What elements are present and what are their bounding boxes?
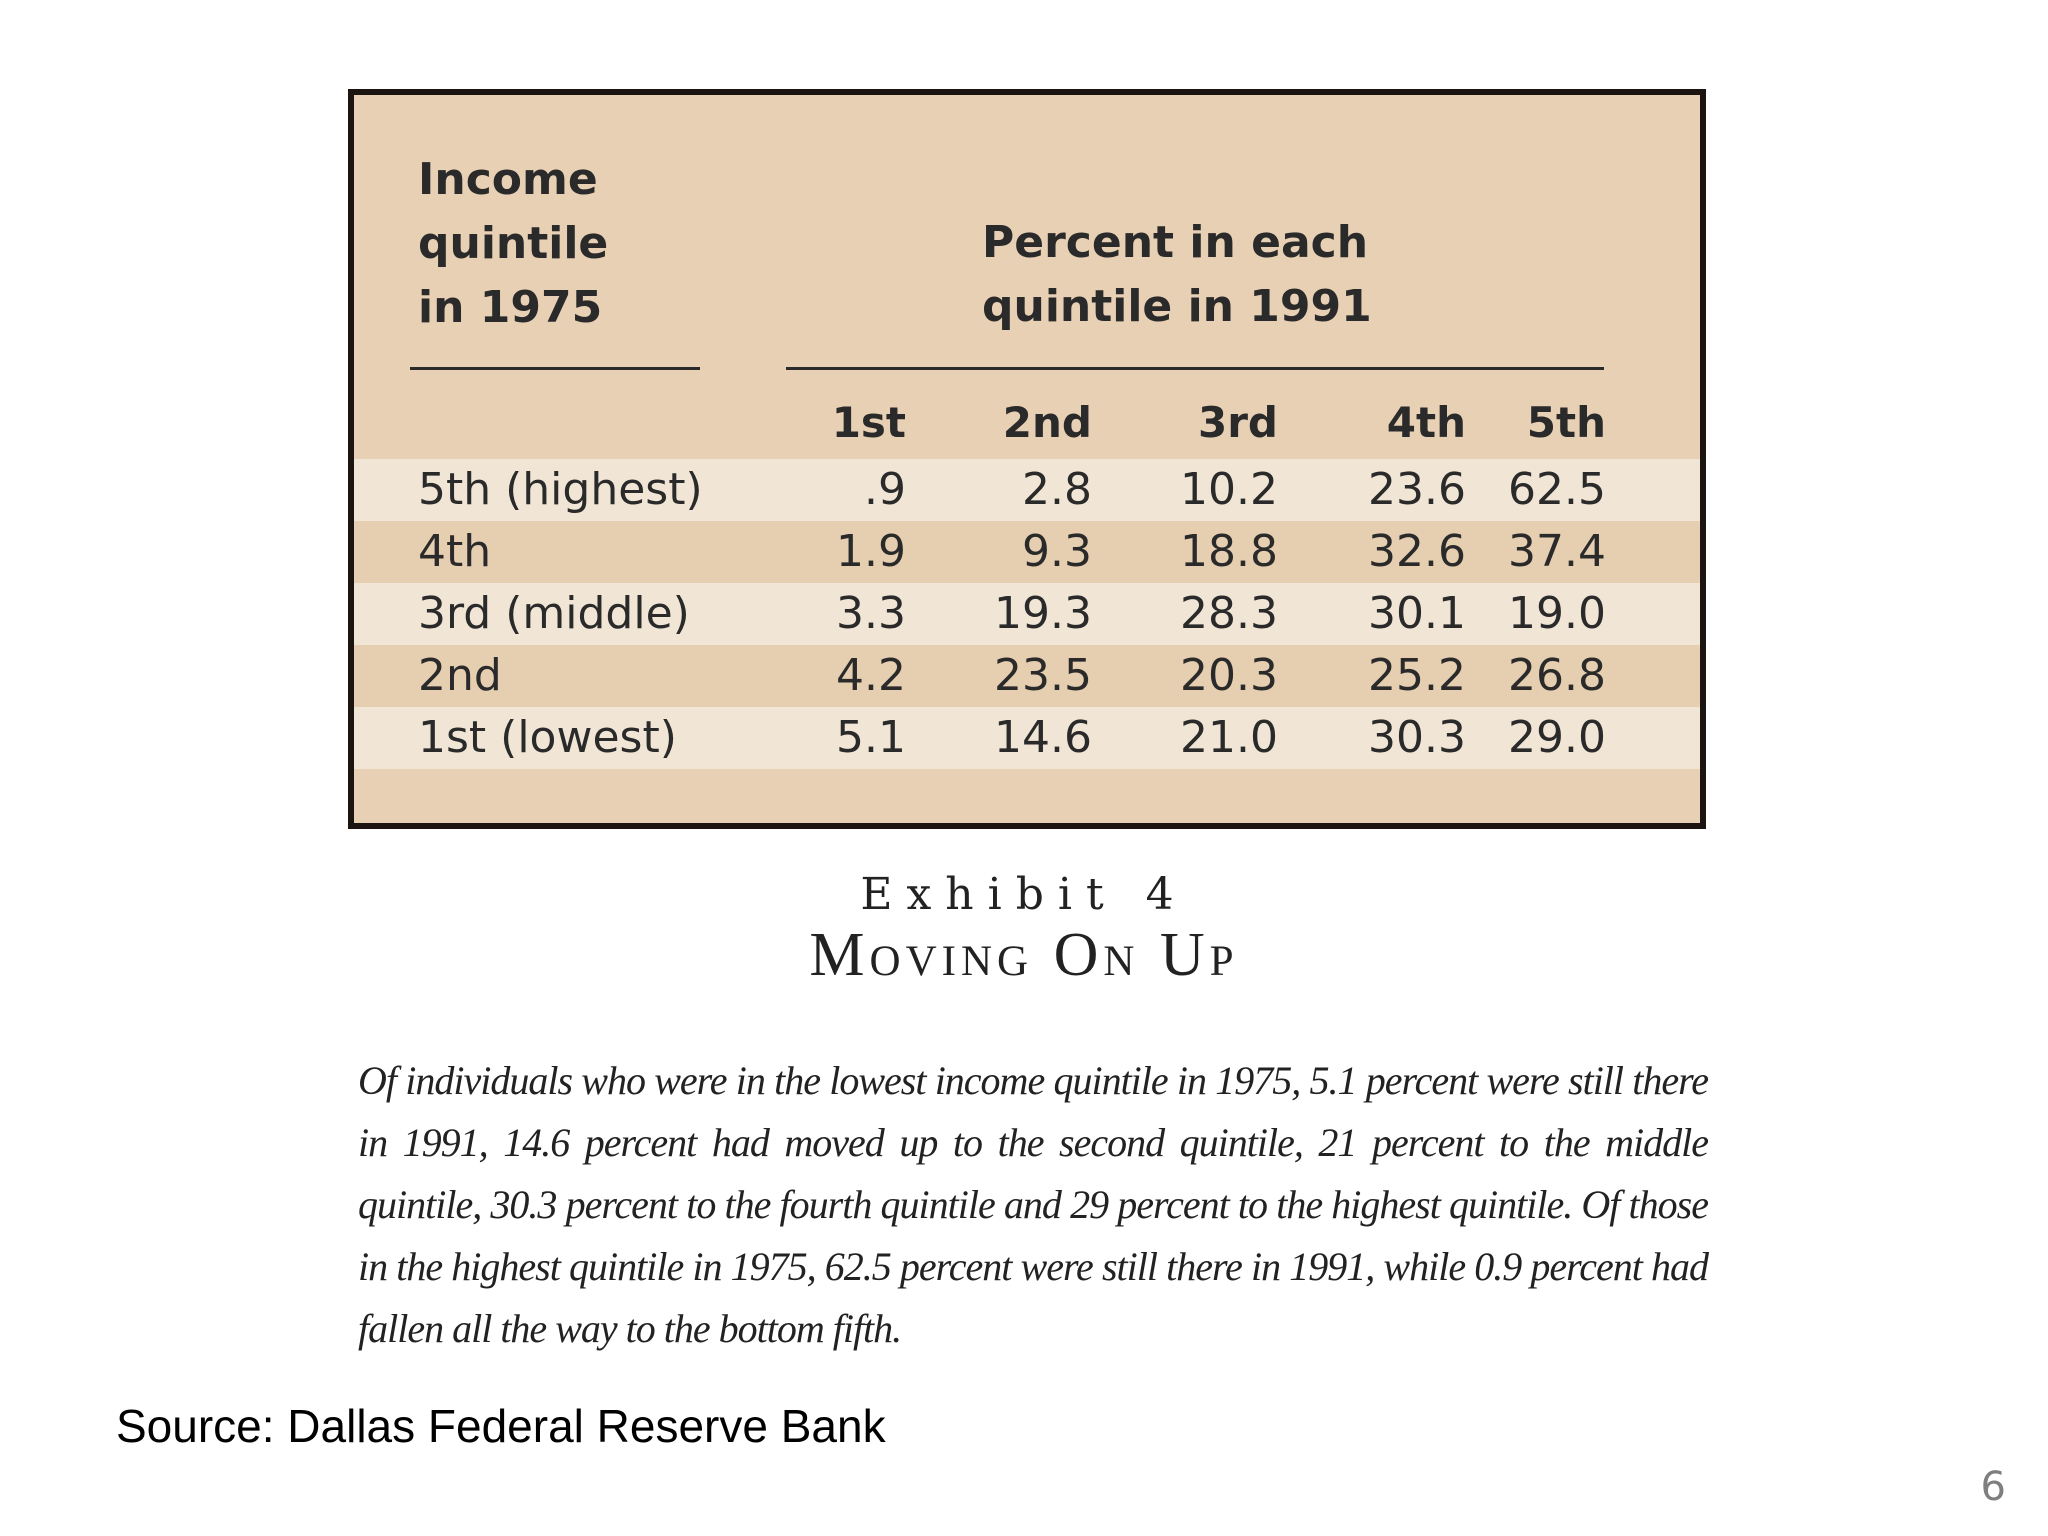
- table-row: 2nd 4.2 23.5 20.3 25.2 26.8: [354, 645, 1700, 707]
- source-note: Source: Dallas Federal Reserve Bank: [116, 1400, 886, 1452]
- page-number: 6: [1980, 1464, 2006, 1510]
- column-header-3rd: 3rd: [1197, 398, 1278, 447]
- header-rule-right: [786, 367, 1604, 370]
- table-cell: 37.4: [1508, 526, 1606, 577]
- column-header-5th: 5th: [1526, 398, 1606, 447]
- table-row: 1st (lowest) 5.1 14.6 21.0 30.3 29.0: [354, 707, 1700, 769]
- table-cell: 4.2: [836, 650, 906, 701]
- table-cell: 10.2: [1180, 464, 1278, 515]
- column-group-header: Percent in each quintile in 1991: [982, 211, 1482, 339]
- table-cell: 25.2: [1368, 650, 1466, 701]
- column-header-2nd: 2nd: [1002, 398, 1092, 447]
- table-row: 4th 1.9 9.3 18.8 32.6 37.4: [354, 521, 1700, 583]
- table-row: 5th (highest) .9 2.8 10.2 23.6 62.5: [354, 459, 1700, 521]
- table-cell: 28.3: [1180, 588, 1278, 639]
- row-label: 2nd: [418, 650, 502, 701]
- row-label: 1st (lowest): [418, 712, 677, 763]
- row-label: 3rd (middle): [418, 588, 690, 639]
- row-header: Income quintile in 1975: [418, 148, 718, 340]
- table-cell: 23.6: [1368, 464, 1466, 515]
- column-group-header-line: Percent in each: [982, 217, 1369, 268]
- table-cell: 19.3: [994, 588, 1092, 639]
- exhibit-caption: Of individuals who were in the lowest in…: [358, 1058, 1709, 1351]
- table-cell: 30.3: [1368, 712, 1466, 763]
- mobility-table: Income quintile in 1975 Percent in each …: [348, 89, 1706, 829]
- table-cell: 29.0: [1508, 712, 1606, 763]
- header-rule-left: [410, 367, 700, 370]
- table-row: 3rd (middle) 3.3 19.3 28.3 30.1 19.0: [354, 583, 1700, 645]
- row-label: 4th: [418, 526, 492, 577]
- table-cell: 5.1: [836, 712, 906, 763]
- exhibit-title: Moving On Up: [809, 921, 1239, 989]
- row-header-line: in 1975: [418, 282, 603, 333]
- table-cell: 30.1: [1368, 588, 1466, 639]
- table-cell: 2.8: [1022, 464, 1092, 515]
- table-cell: 18.8: [1180, 526, 1278, 577]
- column-header-4th: 4th: [1386, 398, 1466, 447]
- table-cell: 21.0: [1180, 712, 1278, 763]
- table-cell: 3.3: [836, 588, 906, 639]
- table-cell: 23.5: [994, 650, 1092, 701]
- exhibit-label: Exhibit 4: [860, 869, 1188, 920]
- table-cell: 9.3: [1022, 526, 1092, 577]
- column-group-header-line: quintile in 1991: [982, 281, 1372, 332]
- table-cell: .9: [864, 464, 906, 515]
- row-header-line: quintile: [418, 218, 609, 269]
- row-header-line: Income: [418, 154, 598, 205]
- table-cell: 32.6: [1368, 526, 1466, 577]
- row-label: 5th (highest): [418, 464, 703, 515]
- table-cell: 26.8: [1508, 650, 1606, 701]
- table-cell: 1.9: [836, 526, 906, 577]
- table-cell: 19.0: [1508, 588, 1606, 639]
- column-header-1st: 1st: [831, 398, 906, 447]
- table-cell: 14.6: [994, 712, 1092, 763]
- table-cell: 62.5: [1508, 464, 1606, 515]
- table-cell: 20.3: [1180, 650, 1278, 701]
